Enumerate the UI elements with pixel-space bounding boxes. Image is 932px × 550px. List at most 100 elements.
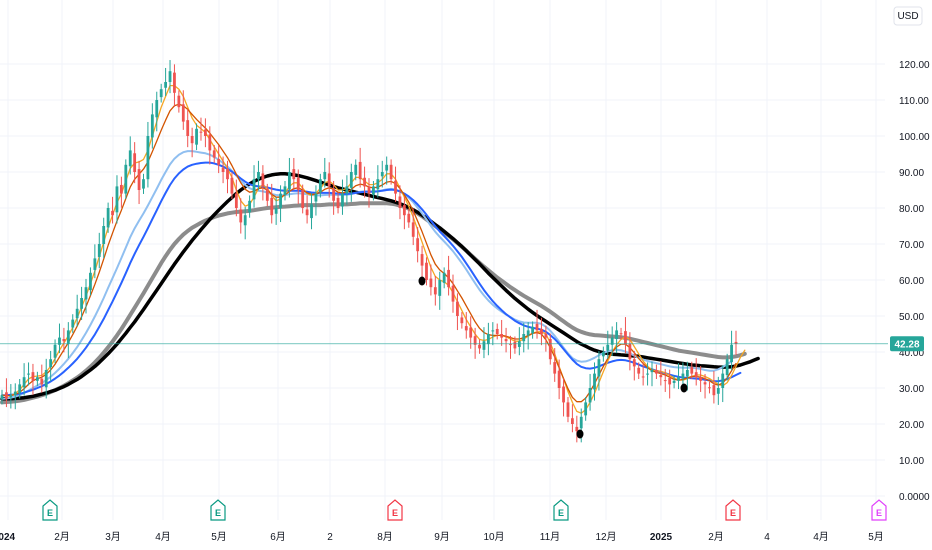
candle[interactable] [53, 339, 57, 364]
candle[interactable] [164, 67, 168, 97]
candle[interactable] [248, 195, 252, 218]
candle[interactable] [420, 245, 424, 280]
candle[interactable] [584, 397, 588, 421]
earnings-event-icon[interactable]: E [553, 499, 569, 521]
candle[interactable] [690, 361, 694, 379]
candle[interactable] [478, 339, 481, 354]
candle[interactable] [318, 173, 322, 198]
candle[interactable] [168, 60, 172, 94]
candle[interactable] [482, 327, 486, 359]
candle[interactable] [13, 383, 17, 410]
candle[interactable] [115, 175, 119, 224]
candle[interactable] [49, 350, 53, 382]
candle[interactable] [292, 157, 296, 191]
candle[interactable] [460, 312, 464, 329]
candle[interactable] [429, 264, 433, 296]
candle[interactable] [40, 364, 44, 393]
candle[interactable] [62, 327, 66, 353]
candle[interactable] [137, 160, 141, 205]
candle[interactable] [177, 90, 181, 113]
candle[interactable] [44, 358, 48, 399]
candle[interactable] [349, 163, 353, 202]
candle[interactable] [509, 335, 512, 359]
candle[interactable] [31, 363, 35, 395]
candle[interactable] [425, 257, 428, 286]
candle[interactable] [469, 316, 473, 349]
candle[interactable] [310, 193, 313, 230]
candle[interactable] [407, 208, 411, 228]
candle[interactable] [159, 83, 163, 103]
candle[interactable] [257, 160, 260, 191]
candle[interactable] [677, 363, 680, 390]
candle[interactable] [628, 332, 632, 371]
candle[interactable] [173, 64, 176, 107]
candle[interactable] [641, 362, 645, 386]
candle[interactable] [155, 91, 159, 132]
earnings-event-icon[interactable]: E [725, 499, 741, 521]
candle[interactable] [58, 323, 61, 354]
candle[interactable] [663, 368, 667, 392]
candle[interactable] [283, 181, 287, 201]
candle[interactable] [372, 181, 375, 201]
candle[interactable] [119, 176, 123, 208]
candle[interactable] [22, 363, 26, 396]
candle[interactable] [239, 198, 243, 234]
price-axis[interactable]: 0.0000 10.00 20.00 30.00 40.00 50.00 60.00 70.0… [899, 60, 930, 503]
candle[interactable] [451, 274, 455, 313]
candle[interactable] [354, 159, 358, 181]
candle[interactable] [203, 118, 207, 148]
candle[interactable] [181, 90, 185, 130]
earnings-event-icon[interactable]: E [871, 499, 887, 521]
candle[interactable] [703, 373, 707, 399]
candle[interactable] [517, 327, 521, 356]
candle[interactable] [637, 362, 641, 379]
candle[interactable] [376, 165, 380, 198]
candle[interactable] [438, 271, 442, 310]
candle[interactable] [447, 255, 450, 296]
candle[interactable] [66, 322, 70, 359]
candles[interactable] [0, 60, 738, 443]
candle[interactable] [327, 162, 331, 198]
candle[interactable] [588, 373, 592, 411]
candle[interactable] [230, 172, 234, 199]
candle[interactable] [133, 142, 137, 184]
candle[interactable] [301, 184, 305, 214]
candle[interactable] [332, 181, 336, 215]
candle[interactable] [102, 217, 106, 259]
candle[interactable] [632, 350, 636, 381]
candle[interactable] [601, 346, 605, 362]
candle[interactable] [486, 322, 490, 356]
candle[interactable] [9, 384, 13, 409]
candle[interactable] [548, 333, 552, 365]
candle[interactable] [80, 286, 83, 320]
candle[interactable] [226, 160, 229, 194]
candle[interactable] [385, 156, 389, 185]
candle[interactable] [619, 327, 623, 340]
candle[interactable] [650, 361, 654, 387]
candle[interactable] [345, 175, 349, 205]
candle[interactable] [610, 326, 614, 356]
candle[interactable] [199, 117, 203, 141]
candle[interactable] [323, 157, 327, 188]
candle[interactable] [142, 173, 145, 194]
candle[interactable] [597, 350, 601, 391]
candle[interactable] [97, 232, 101, 269]
candle[interactable] [71, 314, 75, 333]
currency-button[interactable]: USD [893, 6, 923, 26]
earnings-event-icon[interactable]: E [387, 499, 403, 521]
candle[interactable] [721, 365, 725, 403]
candle[interactable] [35, 371, 39, 387]
candle[interactable] [456, 293, 459, 331]
candle[interactable] [296, 169, 300, 205]
candle[interactable] [186, 109, 190, 148]
candle[interactable] [544, 325, 548, 352]
candle[interactable] [252, 165, 256, 208]
candle[interactable] [522, 322, 526, 353]
candle[interactable] [562, 378, 565, 417]
candle[interactable] [402, 196, 406, 230]
candle[interactable] [725, 353, 729, 381]
candle[interactable] [655, 364, 658, 379]
candle[interactable] [106, 202, 110, 233]
